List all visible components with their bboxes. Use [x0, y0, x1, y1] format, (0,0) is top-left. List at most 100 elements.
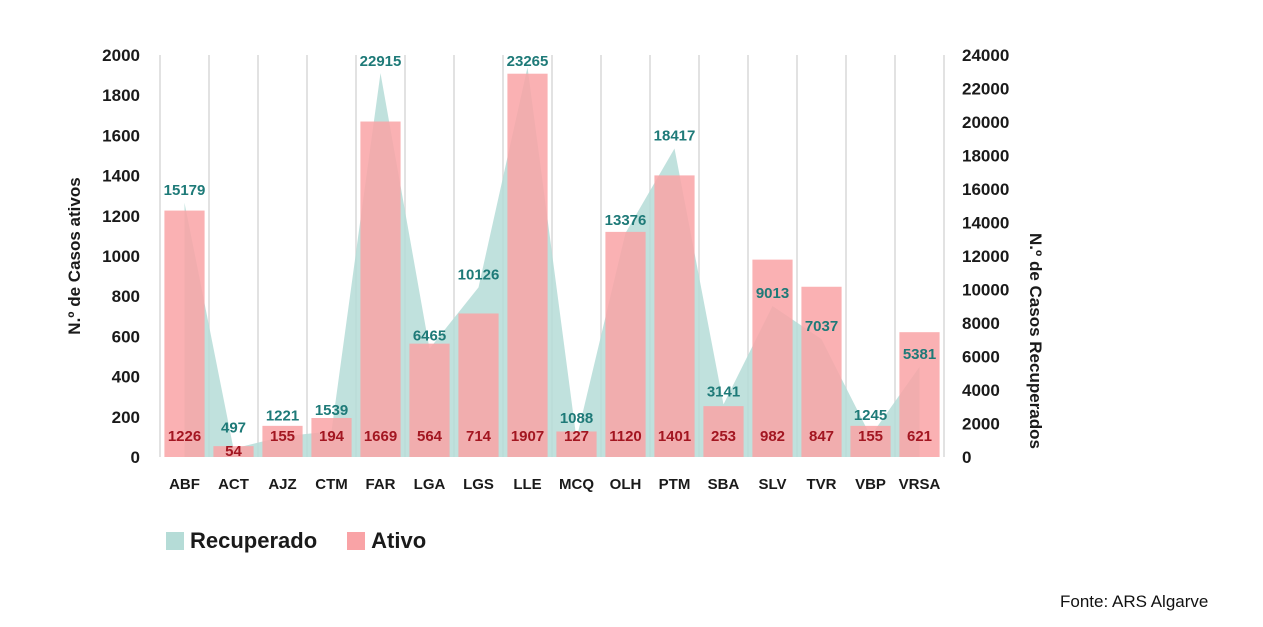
recuperado-label-ajz: 1221 [266, 408, 299, 425]
legend-label-ativo: Ativo [371, 528, 427, 553]
x-tick-lle: LLE [513, 476, 541, 493]
bar-abf [164, 210, 205, 457]
legend: Recuperado Ativo [166, 528, 446, 554]
ativo-label-far: 1669 [364, 428, 397, 445]
recuperado-label-lga: 6465 [413, 328, 446, 345]
recuperado-label-mcq: 1088 [560, 410, 593, 427]
ativo-label-lga: 564 [417, 428, 443, 445]
left-tick-label: 0 [131, 448, 140, 467]
legend-label-recuperado: Recuperado [190, 528, 318, 553]
right-tick-label: 0 [962, 448, 971, 467]
bar-ajz [262, 425, 303, 457]
ativo-label-vrsa: 621 [907, 428, 932, 445]
ativo-label-sba: 253 [711, 428, 736, 445]
left-tick-label: 1400 [102, 167, 140, 186]
recuperado-label-vrsa: 5381 [903, 346, 936, 363]
ativo-label-olh: 1120 [609, 428, 642, 445]
x-tick-vbp: VBP [855, 476, 886, 493]
x-tick-tvr: TVR [807, 476, 837, 493]
recuperado-label-ctm: 1539 [315, 402, 348, 419]
ativo-data-labels: 1226 54 155 194 1669 564 714 1907 127 1120 1401 253… [168, 428, 932, 460]
left-tick-label: 800 [112, 287, 140, 306]
ativo-label-lgs: 714 [466, 428, 492, 445]
bar-vrsa [899, 332, 940, 457]
bar-act [213, 446, 254, 457]
ativo-label-act: 54 [225, 443, 242, 460]
left-tick-label: 1000 [102, 247, 140, 266]
bar-lga [409, 343, 450, 457]
left-tick-label: 1600 [102, 126, 140, 145]
x-tick-slv: SLV [758, 476, 786, 493]
left-axis-title: N.º de Casos ativos [65, 177, 84, 334]
left-tick-label: 400 [112, 368, 140, 387]
left-tick-label: 600 [112, 327, 140, 346]
x-tick-act: ACT [218, 476, 249, 493]
recuperado-label-tvr: 7037 [805, 318, 838, 335]
x-axis: ABF ACT AJZ CTM FAR LGA LGS LLE MCQ OLH PTM SBA SLV T… [169, 476, 940, 493]
bar-sba [703, 406, 744, 457]
bar-far [360, 121, 401, 457]
left-tick-label: 2000 [102, 46, 140, 65]
x-tick-lgs: LGS [463, 476, 494, 493]
ativo-bar-series [164, 73, 940, 458]
right-tick-label: 20000 [962, 113, 1009, 132]
right-tick-label: 2000 [962, 415, 1000, 434]
ativo-label-abf: 1226 [168, 428, 201, 445]
bar-ctm [311, 418, 352, 457]
recuperado-label-abf: 15179 [164, 182, 206, 199]
x-tick-far: FAR [366, 476, 396, 493]
recuperado-data-labels: 15179 497 1221 1539 22915 6465 10126 23265 1088 1… [164, 53, 937, 437]
right-tick-label: 24000 [962, 46, 1009, 65]
x-tick-ajz: AJZ [268, 476, 296, 493]
recuperado-label-ptm: 18417 [654, 128, 696, 145]
ativo-label-ctm: 194 [319, 428, 345, 445]
left-tick-label: 200 [112, 408, 140, 427]
right-tick-label: 6000 [962, 348, 1000, 367]
ativo-label-vbp: 155 [858, 428, 883, 445]
recuperado-label-sba: 3141 [707, 383, 740, 400]
left-tick-label: 1200 [102, 207, 140, 226]
recuperado-label-slv: 9013 [756, 285, 789, 302]
right-tick-label: 8000 [962, 314, 1000, 333]
x-tick-ptm: PTM [659, 476, 691, 493]
right-tick-label: 4000 [962, 381, 1000, 400]
ativo-label-slv: 982 [760, 428, 785, 445]
ativo-label-ajz: 155 [270, 428, 295, 445]
legend-item-ativo: Ativo [347, 528, 446, 554]
ativo-label-tvr: 847 [809, 428, 834, 445]
legend-swatch-recuperado [166, 532, 184, 550]
x-tick-olh: OLH [610, 476, 642, 493]
bar-olh [605, 231, 646, 457]
right-tick-label: 14000 [962, 214, 1009, 233]
bar-slv [752, 259, 793, 457]
legend-swatch-ativo [347, 532, 366, 550]
combo-chart: 1226 54 155 194 1669 564 714 1907 127 1120 1401 253… [65, 46, 1045, 493]
ativo-label-mcq: 127 [564, 428, 589, 445]
x-tick-ctm: CTM [315, 476, 348, 493]
x-tick-lga: LGA [414, 476, 446, 493]
right-tick-label: 18000 [962, 147, 1009, 166]
right-tick-label: 22000 [962, 80, 1009, 99]
recuperado-label-vbp: 1245 [854, 407, 887, 424]
x-tick-sba: SBA [708, 476, 740, 493]
right-y-axis: 0 2000 4000 6000 8000 10000 12000 14000 16000 180… [962, 46, 1009, 467]
bar-ptm [654, 175, 695, 458]
ativo-label-ptm: 1401 [658, 428, 691, 445]
recuperado-label-olh: 13376 [605, 212, 647, 229]
x-tick-mcq: MCQ [559, 476, 594, 493]
recuperado-label-far: 22915 [360, 53, 402, 70]
bar-mcq [556, 431, 597, 457]
recuperado-label-lle: 23265 [507, 53, 549, 70]
right-tick-label: 16000 [962, 180, 1009, 199]
right-tick-label: 12000 [962, 247, 1009, 266]
bar-lle [507, 73, 548, 458]
bar-tvr [801, 286, 842, 457]
legend-item-recuperado: Recuperado [166, 528, 337, 554]
right-axis-title: N.º de Casos Recuperados [1026, 233, 1045, 449]
x-tick-vrsa: VRSA [899, 476, 941, 493]
left-y-axis: 0 200 400 600 800 1000 1200 1400 1600 1800 2000 [102, 46, 140, 467]
bar-lgs [458, 313, 499, 457]
source-note: Fonte: ARS Algarve [1060, 592, 1209, 611]
bar-vbp [850, 425, 891, 457]
recuperado-label-lgs: 10126 [458, 266, 500, 283]
